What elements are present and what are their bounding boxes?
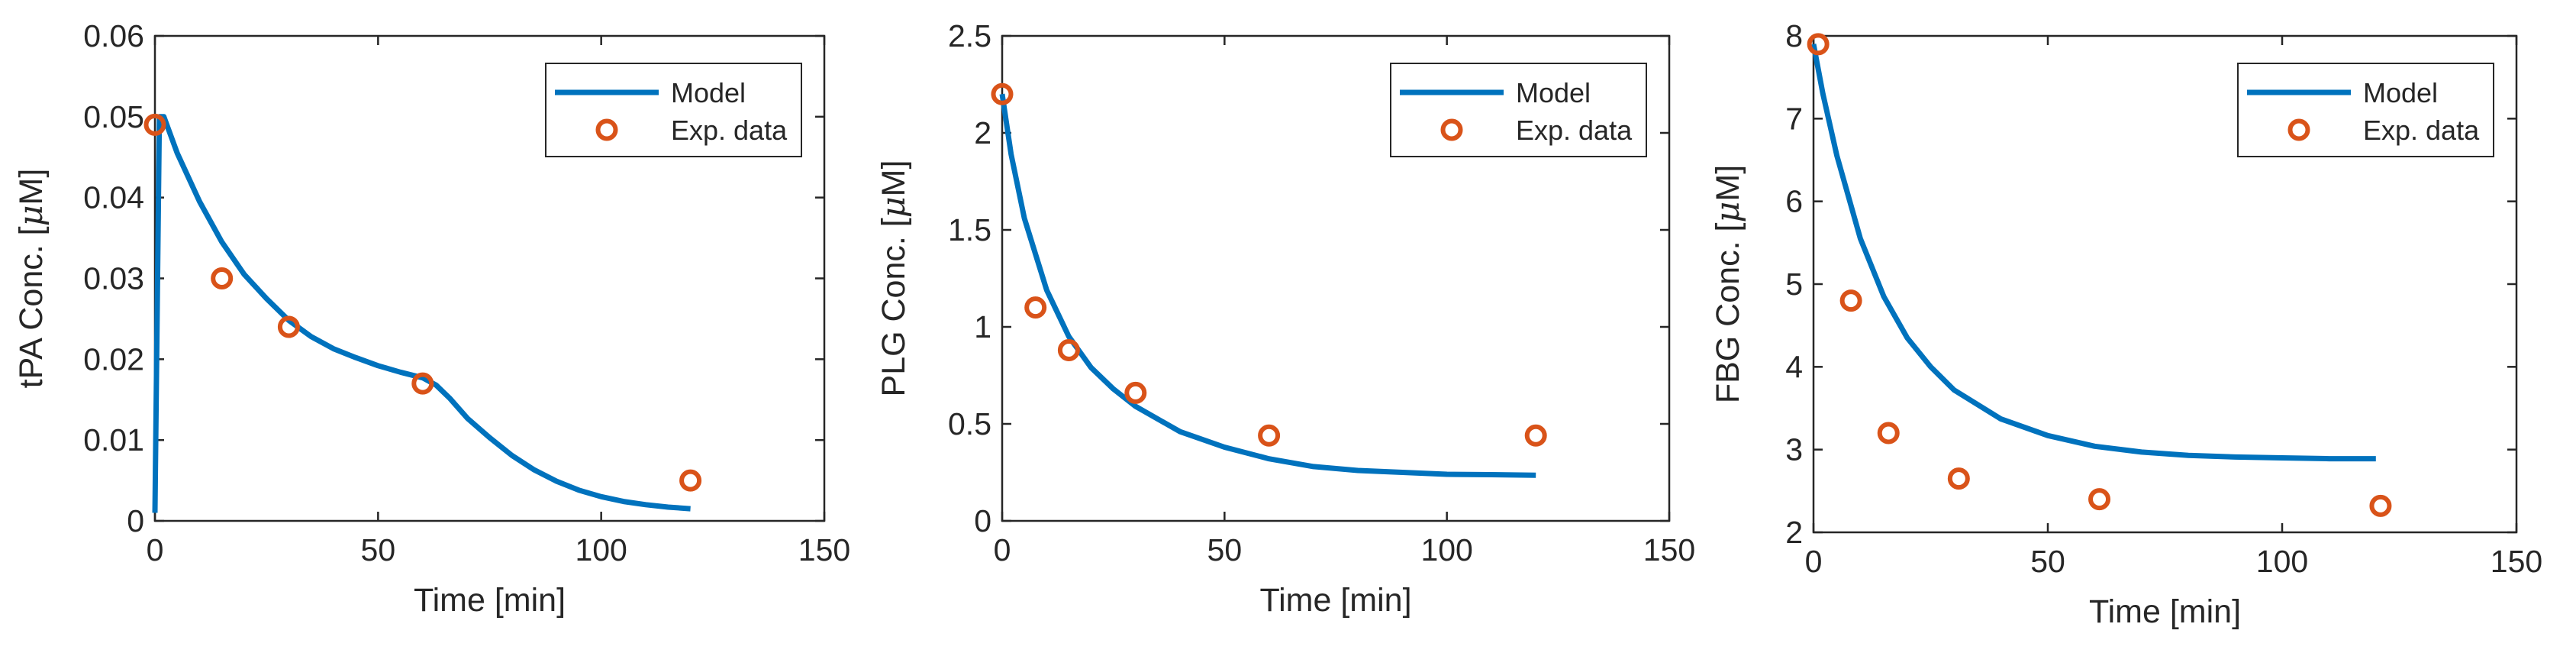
- y-tick-label: 0: [127, 503, 144, 538]
- x-tick-label: 150: [798, 532, 850, 567]
- model-line: [152, 114, 691, 513]
- x-tick-label: 100: [2256, 544, 2308, 579]
- x-tick-label: 0: [1805, 544, 1823, 579]
- legend: Model Exp. data: [2237, 63, 2494, 157]
- legend-box: [1390, 63, 1647, 157]
- legend-model-label: Model: [2363, 77, 2438, 108]
- y-tick-label: 2: [974, 115, 991, 150]
- y-tick-label: 4: [1785, 349, 1803, 384]
- y-tick-label: 7: [1785, 101, 1803, 136]
- y-tick-label: 2.5: [948, 18, 991, 53]
- legend-data-swatch: [595, 118, 618, 141]
- data-point: [143, 113, 166, 136]
- data-point: [277, 315, 300, 338]
- y-axis-label-unit: μ: [12, 205, 50, 226]
- model-line: [1810, 44, 2376, 462]
- y-tick-label: 1: [974, 309, 991, 344]
- y-axis-label: FBG Conc. [μM]: [1709, 165, 1747, 403]
- data-point: [2088, 488, 2111, 511]
- y-tick-label: 1.5: [948, 212, 991, 247]
- chart-plg: 0 50 100 150 0 0.5 1 1.5 2 2.5 Time [min] PLG Conc.…: [875, 18, 1695, 619]
- y-tick-label: 0.04: [83, 180, 144, 215]
- y-axis-label-main: FBG Conc. [: [1710, 223, 1746, 404]
- legend-model-label: Model: [1516, 77, 1591, 108]
- data-point: [991, 82, 1014, 105]
- x-tick-label: 150: [1643, 532, 1695, 567]
- y-tick-label: 0.06: [83, 18, 144, 53]
- data-point: [1024, 296, 1047, 319]
- legend: Model Exp. data: [545, 63, 802, 157]
- y-tick-label: 0.5: [948, 406, 991, 441]
- data-point: [679, 469, 702, 492]
- x-axis-label: Time [min]: [1259, 582, 1411, 619]
- y-axis-label-unit: μ: [1709, 202, 1747, 223]
- legend-box: [545, 63, 802, 157]
- x-tick-label: 50: [361, 532, 396, 567]
- x-tick-label: 0: [994, 532, 1011, 567]
- legend-data-label: Exp. data: [671, 115, 788, 146]
- y-axis-label: PLG Conc. [μM]: [875, 160, 913, 397]
- x-tick-label: 50: [1207, 532, 1243, 567]
- y-tick-label: 6: [1785, 184, 1803, 219]
- y-axis-label-tail: M]: [13, 169, 50, 205]
- legend-data-label: Exp. data: [1516, 115, 1633, 146]
- legend: Model Exp. data: [1390, 63, 1647, 157]
- y-tick-label: 0.05: [83, 99, 144, 134]
- y-tick-label: 0: [974, 503, 991, 538]
- legend-data-label: Exp. data: [2363, 115, 2480, 146]
- y-tick-label: 0.01: [83, 422, 144, 457]
- x-axis-label: Time [min]: [2089, 593, 2241, 630]
- data-point: [211, 267, 234, 289]
- data-point: [411, 372, 434, 395]
- y-tick-label: 0.02: [83, 341, 144, 377]
- y-tick-label: 0.03: [83, 261, 144, 296]
- y-axis-label-tail: M]: [1710, 165, 1746, 202]
- data-point: [1057, 338, 1080, 361]
- y-axis-label: tPA Conc. [μM]: [12, 169, 50, 389]
- data-point: [1877, 422, 1900, 444]
- legend-model-label: Model: [671, 77, 746, 108]
- y-tick-label: 3: [1785, 432, 1803, 467]
- data-point: [1258, 424, 1281, 447]
- y-tick-label: 8: [1785, 18, 1803, 53]
- chart-fbg: 0 50 100 150 2 3 4 5 6 7 8 Time [min] FBG Conc. [μM]…: [1709, 18, 2542, 630]
- legend-box: [2237, 63, 2494, 157]
- y-tick-label: 5: [1785, 267, 1803, 302]
- y-axis-label-main: PLG Conc. [: [875, 218, 912, 396]
- y-axis-label-unit: μ: [875, 196, 913, 218]
- x-tick-label: 0: [147, 532, 164, 567]
- data-point: [1524, 424, 1547, 447]
- model-line: [999, 93, 1536, 478]
- data-point: [1839, 289, 1862, 312]
- data-point: [2369, 494, 2392, 517]
- x-tick-label: 50: [2030, 544, 2065, 579]
- data-point: [1947, 467, 1970, 490]
- y-axis-label-main: tPA Conc. [: [13, 226, 50, 388]
- x-tick-label: 100: [1420, 532, 1472, 567]
- legend-data-swatch: [1440, 118, 1463, 141]
- y-tick-label: 2: [1785, 515, 1803, 550]
- legend-data-swatch: [2287, 118, 2310, 141]
- x-tick-label: 100: [575, 532, 627, 567]
- data-point: [1124, 381, 1147, 404]
- data-point: [1807, 33, 1830, 56]
- y-axis-label-tail: M]: [875, 160, 912, 197]
- x-tick-label: 150: [2491, 544, 2542, 579]
- chart-tpa: 0 50 100 150 0 0.01 0.02 0.03 0.04 0.05 0.06 Time […: [12, 18, 850, 619]
- x-axis-label: Time [min]: [414, 582, 566, 619]
